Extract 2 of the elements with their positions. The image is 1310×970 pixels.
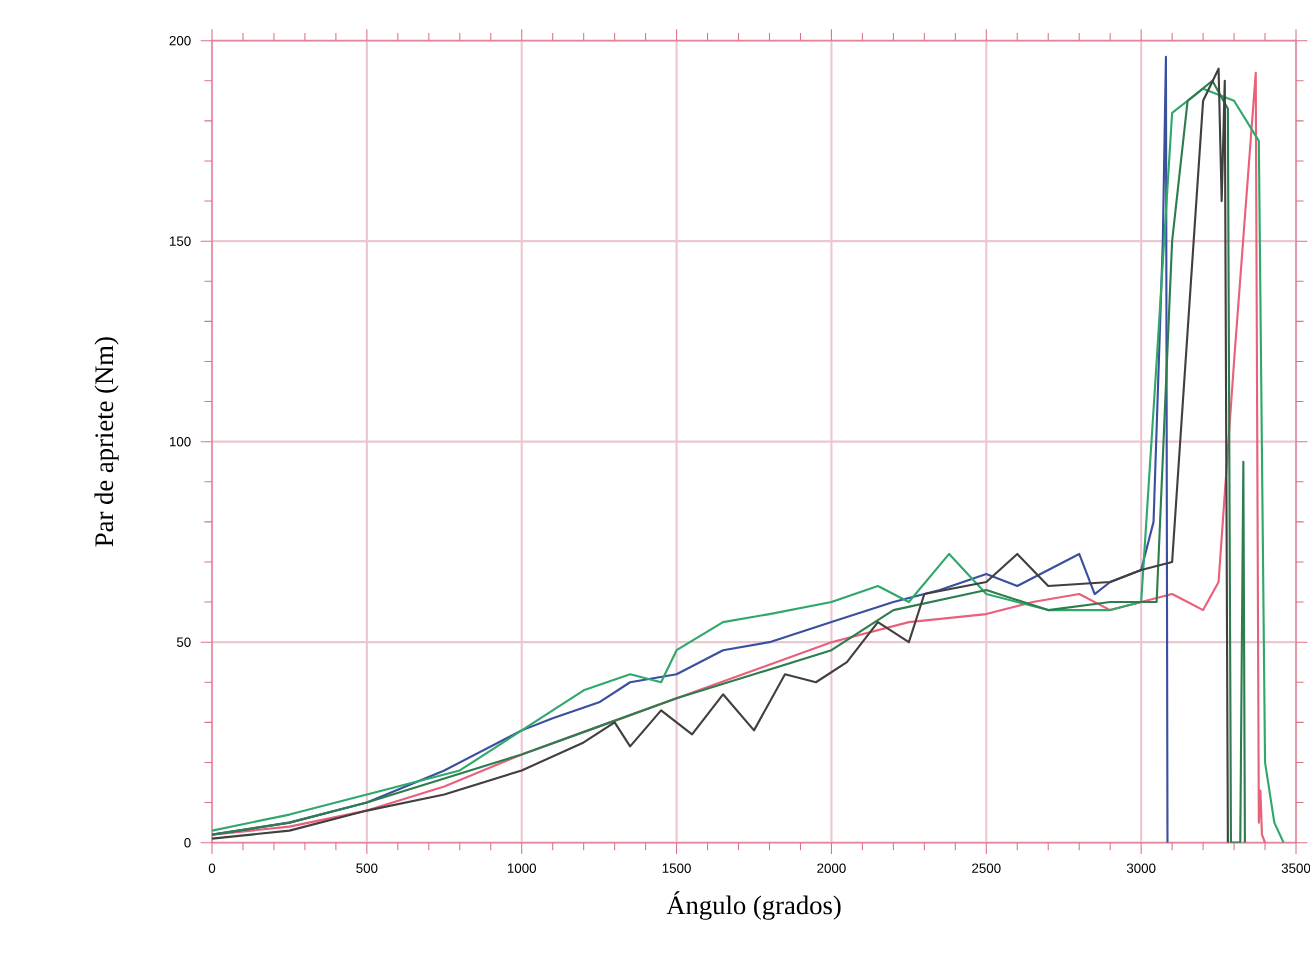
x-axis-title: Ángulo (grados) [666,890,841,920]
y-axis-title: Par de apriete (Nm) [94,337,119,547]
